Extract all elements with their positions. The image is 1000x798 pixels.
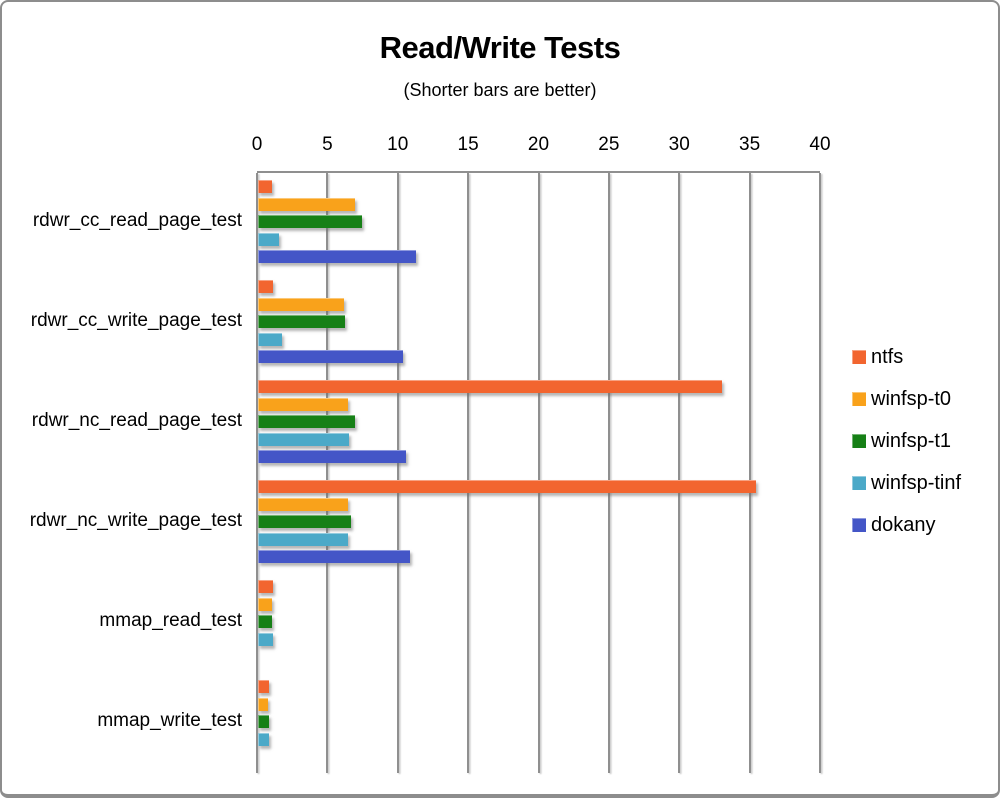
x-tick-label: 0: [251, 134, 263, 155]
legend-label: dokany: [871, 513, 936, 536]
plot-area: [256, 171, 821, 773]
bar-dokany: [258, 550, 410, 563]
gridline: [396, 173, 399, 773]
bar-winfsp-t1: [258, 515, 351, 528]
bar-ntfs: [258, 480, 757, 493]
gridline: [607, 173, 610, 773]
x-tick-label: 25: [598, 134, 620, 155]
legend-label: winfsp-t1: [871, 429, 952, 452]
bar-winfsp-tinf: [258, 332, 282, 346]
chart-title: Read/Write Tests: [379, 30, 621, 65]
bar-winfsp-tinf: [258, 232, 280, 246]
category-label: rdwr_cc_write_page_test: [30, 310, 242, 331]
x-tick-label: 35: [739, 134, 761, 155]
gridline: [678, 173, 681, 773]
bar-winfsp-t1: [258, 315, 346, 328]
bar-winfsp-t0: [258, 297, 344, 311]
bar-winfsp-t1: [258, 715, 270, 728]
bar-winfsp-t0: [258, 397, 349, 411]
legend-item-dokany: dokany: [852, 514, 936, 536]
gridline: [326, 173, 329, 773]
legend-swatch-icon: [852, 392, 866, 406]
bar-ntfs: [258, 380, 723, 393]
bar-winfsp-tinf: [258, 432, 350, 446]
x-tick-label: 10: [387, 134, 409, 155]
bar-ntfs: [258, 580, 274, 593]
legend-item-winfsp-t1: winfsp-t1: [852, 430, 951, 452]
bar-dokany: [258, 450, 406, 463]
bar-ntfs: [258, 280, 274, 293]
bar-winfsp-t1: [258, 415, 356, 428]
category-label: rdwr_nc_write_page_test: [29, 510, 242, 531]
bar-ntfs: [258, 180, 273, 193]
category-label: mmap_read_test: [99, 610, 242, 631]
x-tick-label: 40: [809, 134, 831, 155]
x-tick-label: 15: [457, 134, 479, 155]
category-label: rdwr_nc_read_page_test: [31, 410, 242, 431]
legend-swatch-icon: [852, 434, 866, 448]
gridline: [748, 173, 751, 773]
bar-winfsp-t1: [258, 215, 363, 228]
gridline: [819, 173, 821, 773]
bar-winfsp-t0: [258, 197, 356, 211]
bar-dokany: [258, 350, 403, 363]
bar-winfsp-tinf: [258, 632, 274, 646]
gridline: [537, 173, 540, 773]
x-tick-label: 30: [668, 134, 690, 155]
legend-swatch-icon: [852, 350, 866, 364]
legend-swatch-icon: [852, 476, 866, 490]
legend-item-ntfs: ntfs: [852, 346, 903, 368]
bar-dokany: [258, 250, 416, 263]
legend-label: winfsp-tinf: [871, 471, 962, 494]
legend-swatch-icon: [852, 518, 866, 532]
category-label: mmap_write_test: [97, 710, 242, 731]
bar-winfsp-t0: [258, 497, 349, 511]
legend-label: winfsp-t0: [871, 387, 952, 410]
bar-winfsp-tinf: [258, 732, 270, 746]
gridline: [467, 173, 470, 773]
x-tick-label: 5: [322, 134, 333, 155]
legend-item-winfsp-tinf: winfsp-tinf: [852, 472, 961, 494]
category-label: rdwr_cc_read_page_test: [32, 210, 242, 231]
bar-winfsp-t1: [258, 615, 273, 628]
x-tick-label: 20: [527, 134, 550, 155]
gridline: [256, 173, 258, 773]
bar-winfsp-tinf: [258, 532, 349, 546]
legend-item-winfsp-t0: winfsp-t0: [852, 388, 951, 410]
legend-label: ntfs: [871, 345, 904, 368]
chart-subtitle: (Shorter bars are better): [403, 80, 597, 100]
bar-winfsp-t0: [258, 697, 268, 711]
bar-ntfs: [258, 680, 270, 693]
bar-winfsp-t0: [258, 597, 273, 611]
